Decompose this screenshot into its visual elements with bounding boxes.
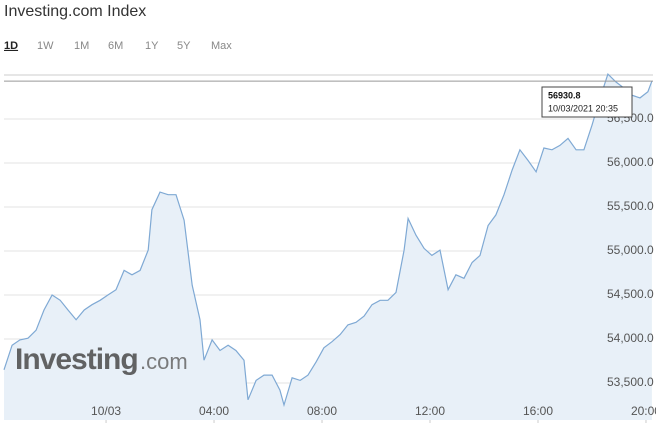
range-button[interactable]: 5Y bbox=[177, 40, 191, 52]
x-tick-label: 04:00 bbox=[199, 404, 229, 418]
x-tick-label: 08:00 bbox=[307, 404, 337, 418]
range-button[interactable]: 1D bbox=[4, 40, 18, 52]
area-fill bbox=[4, 74, 652, 420]
range-button[interactable]: 6M bbox=[108, 40, 123, 52]
y-tick-label: 55,000.0 bbox=[607, 243, 654, 257]
price-line bbox=[3, 72, 653, 408]
tooltip-value: 56930.8 bbox=[548, 90, 581, 100]
y-tick-label: 56,000.0 bbox=[607, 155, 654, 169]
range-button[interactable]: 1Y bbox=[145, 40, 159, 52]
tooltip-box bbox=[541, 86, 633, 118]
range-button[interactable]: 1M bbox=[74, 40, 89, 52]
range-button[interactable]: 1W bbox=[37, 40, 54, 52]
x-tick-label: 12:00 bbox=[415, 404, 445, 418]
y-tick-label: 55,500.0 bbox=[607, 199, 654, 213]
x-tick-label: 16:00 bbox=[523, 404, 553, 418]
x-tick-label: 20:00 bbox=[631, 404, 656, 418]
tooltip-date: 10/03/2021 20:35 bbox=[548, 103, 618, 113]
y-tick-label: 53,500.0 bbox=[607, 375, 654, 389]
y-tick-label: 54,500.0 bbox=[607, 287, 654, 301]
range-button[interactable]: Max bbox=[211, 40, 232, 52]
chart-title: Investing.com Index bbox=[4, 3, 146, 20]
watermark-suffix: .com bbox=[140, 349, 188, 374]
y-tick-label: 54,000.0 bbox=[607, 331, 654, 345]
x-tick-label: 10/03 bbox=[91, 404, 121, 418]
watermark-brand: Investing bbox=[15, 343, 138, 376]
